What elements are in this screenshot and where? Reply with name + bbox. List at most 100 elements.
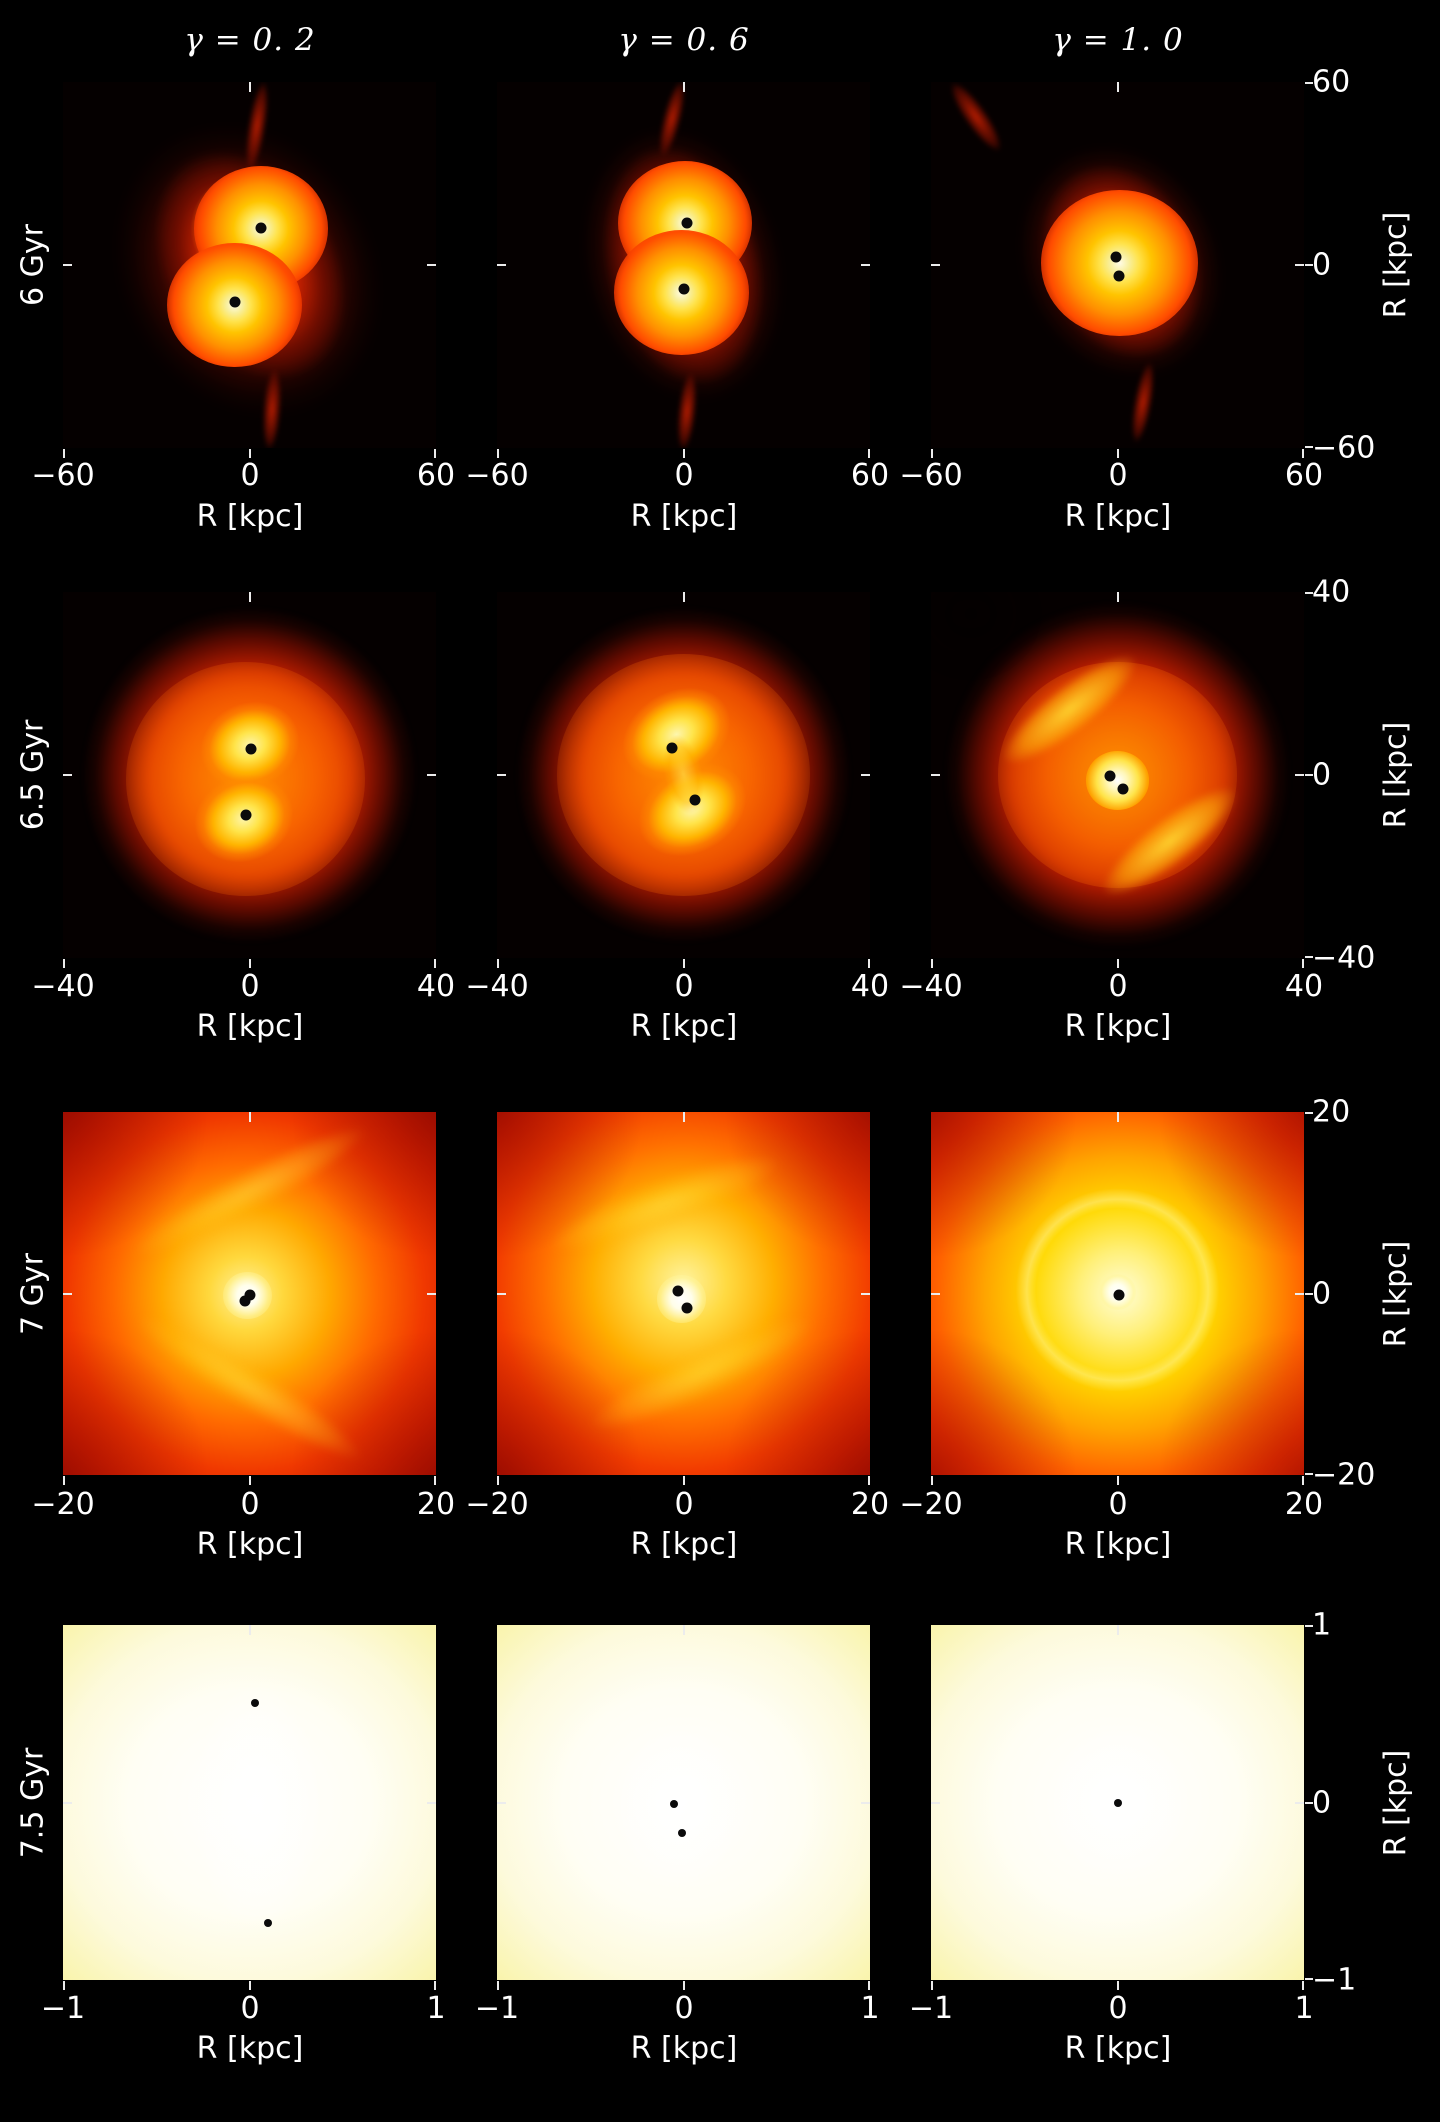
x-axis-label: R [kpc]	[1064, 2031, 1172, 2066]
axis-tick	[931, 959, 933, 968]
axis-tick	[497, 264, 506, 266]
ytick-label: 40	[1312, 574, 1351, 610]
x-axis-label: R [kpc]	[196, 1009, 304, 1044]
xtick-label: 20	[850, 1487, 890, 1522]
xtick-label: −1	[40, 1991, 86, 2026]
xtick-label: 0	[674, 969, 694, 1004]
axis-tick	[682, 1112, 685, 1122]
x-axis-label: R [kpc]	[1064, 499, 1172, 534]
xtick-label: −20	[899, 1487, 963, 1522]
axis-tick	[248, 1981, 251, 1990]
xtick-label: 0	[674, 1991, 694, 2026]
axis-tick	[248, 1112, 251, 1122]
axis-tick	[1116, 1476, 1119, 1485]
xtick-label: −40	[899, 969, 963, 1004]
axis-tick	[682, 449, 685, 458]
axis-tick	[63, 1801, 72, 1804]
xtick-label: 20	[1284, 1487, 1324, 1522]
xtick-label: −60	[465, 458, 529, 493]
xtick-label: 0	[674, 1487, 694, 1522]
xtick-label: 1	[426, 1991, 446, 2026]
axis-tick	[1305, 956, 1313, 958]
black-hole-dot	[666, 742, 678, 754]
axis-tick	[1305, 1625, 1313, 1627]
axis-tick	[1305, 1801, 1313, 1804]
ytick-label: 60	[1312, 64, 1351, 100]
xtick-label: −1	[474, 1991, 520, 2026]
axis-tick	[427, 1801, 436, 1804]
density-map	[931, 82, 1304, 448]
ytick-label: −40	[1312, 940, 1376, 976]
axis-tick	[1302, 449, 1304, 458]
black-hole-dot	[678, 283, 689, 295]
ytick-label: −1	[1312, 1962, 1357, 1998]
axis-tick	[427, 1292, 436, 1295]
xtick-label: 0	[240, 969, 260, 1004]
axis-tick	[1295, 264, 1304, 266]
axis-tick	[248, 592, 251, 602]
axis-tick	[248, 82, 251, 92]
xtick-label: 60	[416, 458, 456, 493]
black-hole-dot	[244, 1289, 255, 1301]
axis-tick	[497, 1981, 499, 1990]
dark-corner-shade	[931, 592, 1073, 717]
row-label-7gyr: 7 Gyr	[15, 1253, 51, 1335]
axis-tick	[63, 774, 72, 776]
bright-core-highlight	[174, 1649, 339, 1963]
axis-tick	[682, 1476, 685, 1485]
ytick-label: 20	[1312, 1094, 1351, 1130]
x-axis-label: R [kpc]	[630, 499, 738, 534]
ytick-label: −60	[1312, 430, 1376, 466]
xtick-label: −60	[899, 458, 963, 493]
ytick-label: 0	[1312, 1276, 1332, 1312]
axis-tick	[434, 1476, 436, 1485]
axis-tick	[1116, 959, 1119, 968]
axis-tick	[931, 774, 940, 776]
axis-tick	[63, 959, 65, 968]
black-hole-dot	[1113, 1798, 1122, 1807]
density-panel-6.5gyr-gamma0.2	[63, 592, 436, 968]
axis-tick	[248, 449, 251, 458]
density-panel-7gyr-gamma1.0	[931, 1112, 1313, 1485]
xtick-label: −40	[31, 969, 95, 1004]
xtick-label: −1	[908, 1991, 954, 2026]
density-map	[497, 82, 870, 448]
density-map	[497, 592, 870, 958]
black-hole-dot	[1113, 1289, 1125, 1301]
axis-tick	[682, 1625, 685, 1635]
axis-tick	[427, 264, 436, 266]
ytick-label: 0	[1312, 247, 1332, 283]
x-axis-label: R [kpc]	[196, 1527, 304, 1562]
axis-tick	[1305, 1473, 1313, 1475]
y-axis-label: R [kpc]	[1378, 721, 1414, 829]
axis-tick	[931, 1476, 933, 1485]
axis-tick	[931, 264, 940, 266]
axis-tick	[931, 1801, 940, 1804]
black-hole-dot	[229, 296, 241, 308]
axis-tick	[868, 1981, 870, 1990]
axis-tick	[497, 774, 506, 776]
xtick-label: −20	[31, 1487, 95, 1522]
column-title-gamma-0.6: γ = 0. 6	[618, 22, 750, 58]
axis-tick	[63, 1981, 65, 1990]
axis-tick	[248, 1625, 251, 1635]
density-map	[497, 1112, 870, 1475]
black-hole-dot	[245, 743, 257, 755]
column-title-gamma-1.0: γ = 1. 0	[1052, 22, 1184, 58]
axis-tick	[1305, 1112, 1313, 1114]
density-panel-7gyr-gamma0.6	[497, 1112, 870, 1485]
ytick-label: 0	[1312, 757, 1332, 793]
axis-tick	[63, 449, 65, 458]
axis-tick	[1305, 1978, 1313, 1980]
x-axis-label: R [kpc]	[630, 2031, 738, 2066]
axis-tick	[1116, 82, 1119, 92]
black-hole-dot	[251, 1699, 260, 1708]
row-label-6gyr: 6 Gyr	[15, 224, 51, 306]
xtick-label: 60	[1284, 458, 1324, 493]
density-panel-6gyr-gamma1.0	[931, 82, 1313, 458]
axis-tick	[1295, 774, 1304, 776]
x-axis-label: R [kpc]	[1064, 1009, 1172, 1044]
axis-tick	[1305, 264, 1313, 266]
axis-tick	[1295, 1801, 1304, 1804]
black-hole-dot	[240, 809, 252, 821]
